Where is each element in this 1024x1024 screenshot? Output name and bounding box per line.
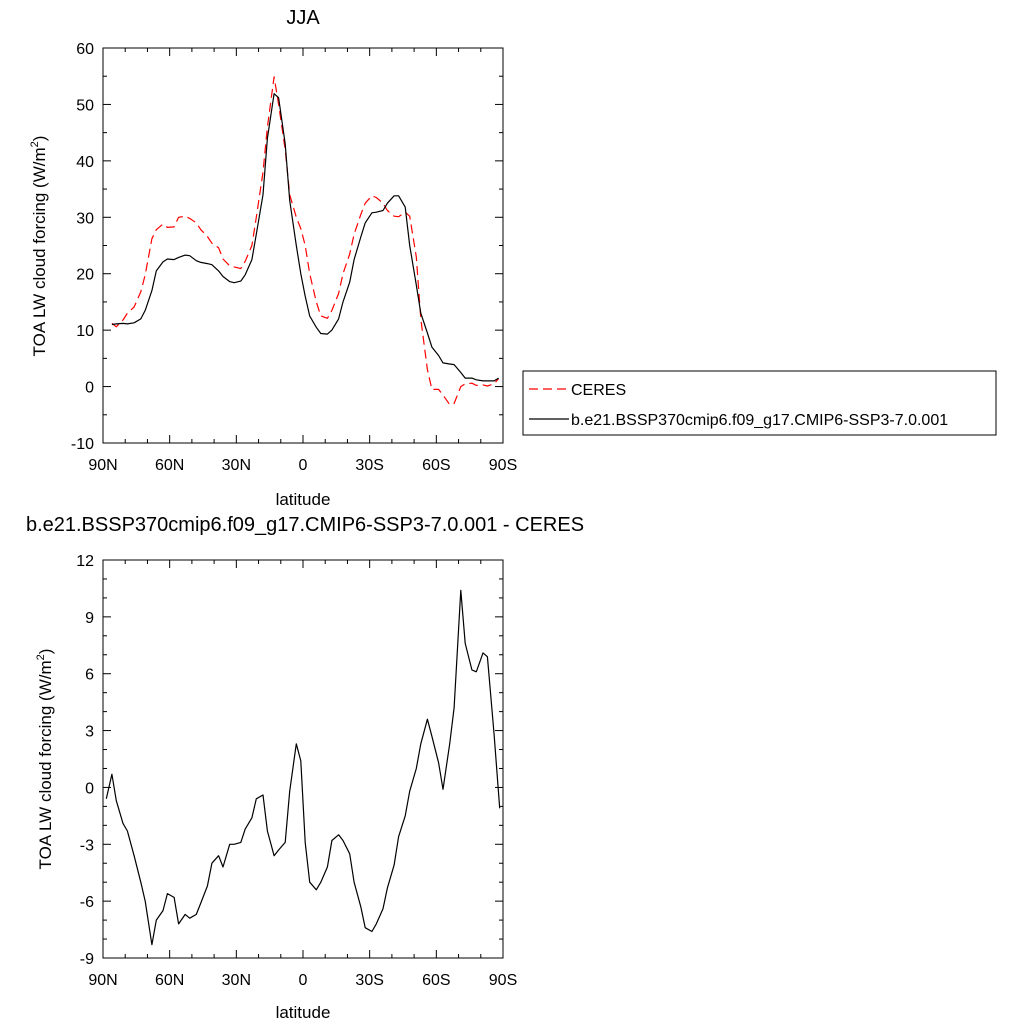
bottom-x-tick-label: 30N — [222, 972, 251, 989]
top-x-axis-label: latitude — [276, 490, 331, 509]
bottom-y-tick-label: 6 — [85, 667, 94, 684]
top-y-tick-label: 10 — [76, 323, 94, 340]
top-y-axis-label-main: TOA LW cloud forcing (W/m — [30, 147, 49, 356]
top-series-line-1 — [111, 93, 499, 382]
bottom-series-lines — [105, 589, 501, 946]
bottom-y-tick-label: -9 — [80, 951, 94, 968]
top-x-tick-label: 90N — [88, 457, 117, 474]
top-y-axis-label-close: ) — [30, 136, 49, 142]
bottom-y-tick-label: 0 — [85, 780, 94, 797]
top-y-tick-label: 50 — [76, 97, 94, 114]
bottom-series-line-0 — [105, 589, 501, 946]
top-x-tick-label: 60S — [422, 457, 450, 474]
top-y-tick-label: 40 — [76, 154, 94, 171]
legend-label-model: b.e21.BSSP370cmip6.f09_g17.CMIP6-SSP3-7.… — [571, 412, 948, 429]
top-y-axis-label-sup: 2 — [29, 141, 41, 147]
top-y-tick-label: 60 — [76, 41, 94, 58]
bottom-plot-frame — [102, 559, 504, 959]
top-series-line-0 — [111, 76, 500, 406]
legend-label-ceres: CERES — [571, 382, 626, 399]
top-y-tick-label: 0 — [85, 380, 94, 397]
bottom-axis-ticks: 90N 60N 30N 0 30S 60S 90S -9 -6 -3 0 3 6 9 12 — [76, 553, 517, 989]
top-x-tick-label: 0 — [299, 457, 308, 474]
top-axis-ticks: 90N 60N 30N 0 30S 60S 90S -10 0 10 20 30 40 50 60 — [71, 41, 517, 474]
top-x-tick-label: 30N — [222, 457, 251, 474]
bottom-x-tick-label: 90N — [88, 972, 117, 989]
bottom-x-tick-label: 0 — [299, 972, 308, 989]
bottom-x-tick-label: 90S — [489, 972, 517, 989]
legend-box — [522, 370, 997, 436]
top-y-tick-label: 30 — [76, 210, 94, 227]
top-y-tick-label: -10 — [71, 436, 94, 453]
bottom-x-tick-label: 60S — [422, 972, 450, 989]
bottom-chart-title: b.e21.BSSP370cmip6.f09_g17.CMIP6-SSP3-7.… — [26, 514, 584, 536]
top-y-tick-label: 20 — [76, 267, 94, 284]
top-panel: JJA 90N 60N 30N 0 30S 60S 90S-100102030405060 … — [29, 7, 997, 509]
bottom-y-axis-label: TOA LW cloud forcing (W/m2) — [35, 649, 55, 870]
bottom-y-tick-label: 3 — [85, 724, 94, 741]
bottom-x-tick-label: 60N — [155, 972, 184, 989]
top-x-tick-label: 30S — [355, 457, 383, 474]
bottom-y-tick-label: 9 — [85, 610, 94, 627]
legend: CERES b.e21.BSSP370cmip6.f09_g17.CMIP6-S… — [522, 370, 997, 436]
top-x-tick-label: 90S — [489, 457, 517, 474]
bottom-x-axis-label: latitude — [276, 1003, 331, 1022]
top-chart-title: JJA — [286, 7, 320, 29]
bottom-panel: b.e21.BSSP370cmip6.f09_g17.CMIP6-SSP3-7.… — [26, 514, 584, 1022]
bottom-y-axis-label-sup: 2 — [35, 654, 47, 660]
top-x-tick-label: 60N — [155, 457, 184, 474]
bottom-y-axis-label-close: ) — [36, 649, 55, 655]
top-y-axis-label: TOA LW cloud forcing (W/m2) — [29, 136, 49, 357]
bottom-y-tick-label: 12 — [76, 553, 94, 570]
top-plot-frame — [102, 47, 504, 444]
bottom-x-tick-label: 30S — [355, 972, 383, 989]
top-series-lines — [111, 76, 500, 406]
bottom-y-tick-label: -6 — [80, 894, 94, 911]
bottom-y-tick-label: -3 — [80, 837, 94, 854]
bottom-y-axis-label-main: TOA LW cloud forcing (W/m — [36, 660, 55, 869]
